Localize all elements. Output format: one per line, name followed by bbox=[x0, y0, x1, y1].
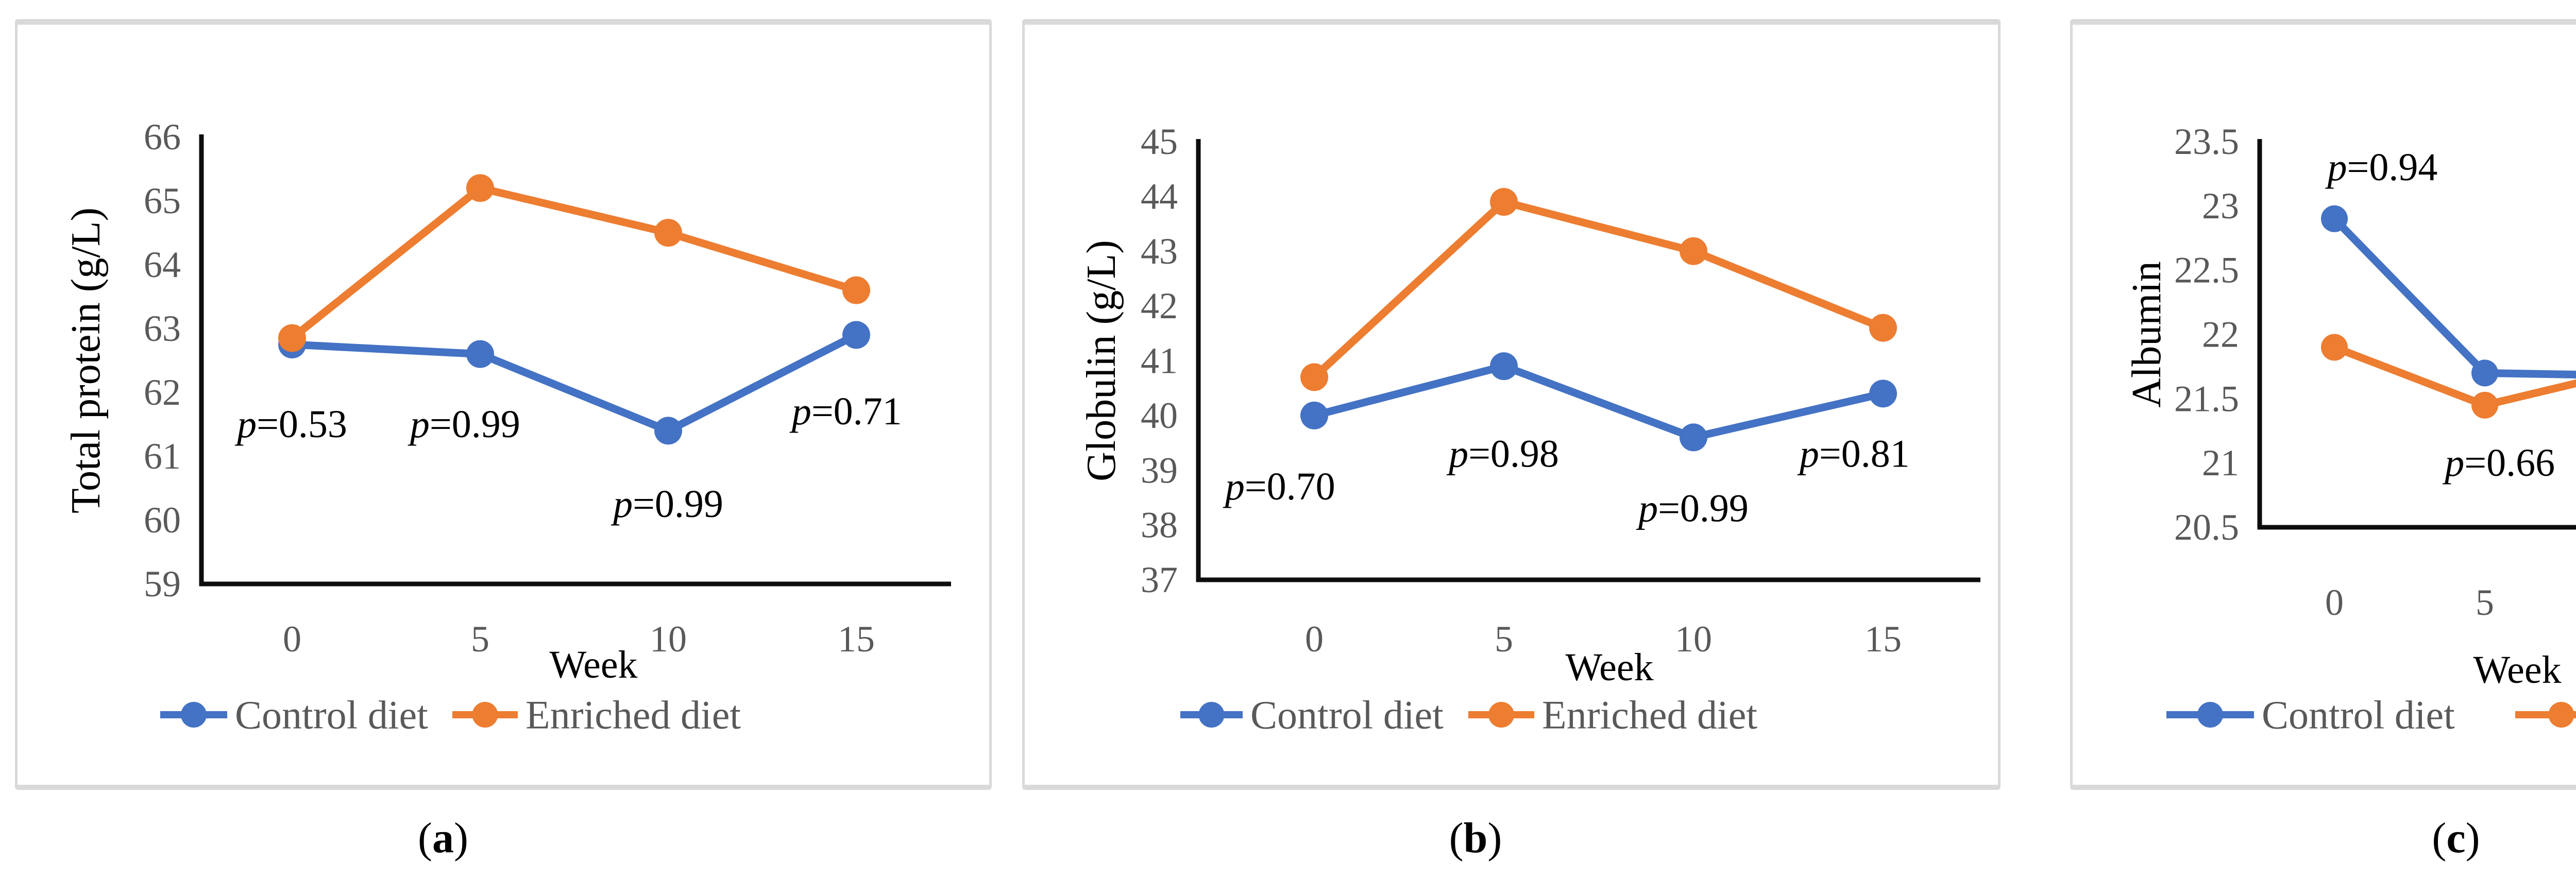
y-tick-label: 23 bbox=[2202, 185, 2239, 227]
y-tick-label: 22 bbox=[2202, 314, 2239, 355]
legend-label: Enriched diet bbox=[526, 693, 741, 737]
y-tick-label: 38 bbox=[1141, 505, 1178, 546]
x-tick-label: 15 bbox=[838, 618, 875, 660]
y-tick-label: 43 bbox=[1141, 231, 1178, 272]
legend-marker-icon bbox=[2197, 702, 2223, 728]
x-tick-label: 0 bbox=[283, 618, 301, 660]
legend-label: Control diet bbox=[2262, 693, 2455, 737]
y-tick-label: 63 bbox=[144, 308, 181, 349]
data-point-marker bbox=[1490, 188, 1518, 216]
p-value-label: p=0.71 bbox=[789, 390, 902, 433]
p-value-label: p=0.53 bbox=[234, 403, 347, 446]
x-tick-label: 5 bbox=[471, 618, 489, 660]
x-axis-title: Week bbox=[549, 643, 637, 686]
data-point-marker bbox=[1490, 352, 1518, 381]
legend-marker-icon bbox=[2548, 702, 2574, 728]
y-tick-label: 66 bbox=[144, 116, 181, 158]
panel-caption-c: (c) bbox=[2432, 814, 2480, 862]
data-point-marker bbox=[2471, 391, 2498, 419]
data-point-marker bbox=[2471, 359, 2498, 387]
p-value-label: p=0.99 bbox=[1636, 487, 1749, 530]
x-tick-label: 0 bbox=[1305, 618, 1324, 660]
p-value-label: p=0.99 bbox=[408, 403, 520, 446]
y-tick-label: 39 bbox=[1141, 450, 1178, 491]
x-tick-label: 5 bbox=[2476, 582, 2494, 623]
legend-label: Control diet bbox=[235, 693, 428, 737]
y-tick-label: 20.5 bbox=[2174, 507, 2239, 548]
x-tick-label: 10 bbox=[650, 618, 687, 660]
x-tick-label: 0 bbox=[2325, 582, 2344, 623]
legend-marker-icon bbox=[181, 702, 207, 728]
y-tick-label: 61 bbox=[144, 436, 181, 477]
data-point-marker bbox=[278, 324, 306, 352]
y-tick-label: 41 bbox=[1141, 340, 1178, 382]
series-line bbox=[288, 184, 860, 342]
y-tick-label: 62 bbox=[144, 372, 181, 413]
y-tick-label: 21 bbox=[2202, 442, 2239, 484]
x-tick-label: 15 bbox=[1865, 618, 1902, 660]
albumin-chart: 20.52121.52222.52323.5Albumin051015Weekp… bbox=[2124, 121, 2576, 737]
data-point-marker bbox=[1869, 380, 1897, 408]
p-value-label: p=0.98 bbox=[1446, 432, 1559, 475]
data-point-marker bbox=[2321, 205, 2348, 232]
legend-marker-icon bbox=[1198, 702, 1225, 728]
y-tick-label: 59 bbox=[144, 563, 181, 605]
y-tick-label: 40 bbox=[1141, 395, 1178, 436]
p-value-label: p=0.99 bbox=[611, 482, 723, 526]
series-line bbox=[1310, 362, 1887, 441]
data-point-marker bbox=[654, 417, 682, 445]
series-line bbox=[2330, 343, 2576, 409]
y-tick-label: 21.5 bbox=[2174, 378, 2239, 419]
series-line bbox=[2330, 215, 2576, 378]
x-tick-label: 5 bbox=[1495, 618, 1513, 660]
x-axis-title: Week bbox=[1565, 646, 1653, 689]
data-point-marker bbox=[654, 219, 682, 247]
legend-label: Control diet bbox=[1250, 693, 1444, 737]
data-point-marker bbox=[466, 340, 494, 368]
panel-b-card: 37 38 39 40 41 42 43 44 45 Globulin (g/L) 0 5 10 15 We… bbox=[1022, 19, 2001, 790]
panel-c-card: 20.52121.52222.52323.5Albumin051015Weekp… bbox=[2070, 19, 2576, 790]
data-point-marker bbox=[466, 174, 494, 202]
y-tick-label: 65 bbox=[144, 180, 181, 221]
x-tick-label: 10 bbox=[1675, 618, 1712, 660]
legend-marker-icon bbox=[472, 702, 498, 728]
p-value-label: p=0.94 bbox=[2325, 146, 2438, 189]
y-tick-label: 44 bbox=[1141, 176, 1178, 217]
y-tick-label: 42 bbox=[1141, 285, 1178, 326]
data-point-marker bbox=[1869, 314, 1897, 342]
x-axis-title: Week bbox=[2473, 648, 2561, 692]
data-point-marker bbox=[2321, 334, 2348, 361]
panel-a-card: 59 60 61 62 63 64 65 66 Total protein (g/L) 0 5 10 1… bbox=[15, 19, 992, 790]
data-point-marker bbox=[1300, 363, 1328, 391]
data-point-marker bbox=[1300, 401, 1328, 429]
series-line bbox=[1310, 198, 1887, 381]
y-tick-label: 22.5 bbox=[2174, 250, 2239, 291]
y-tick-label: 64 bbox=[144, 244, 181, 285]
series-line bbox=[288, 331, 860, 435]
data-point-marker bbox=[842, 321, 870, 349]
panel-caption-a: (a) bbox=[418, 814, 468, 862]
p-value-label: p=0.70 bbox=[1223, 465, 1335, 508]
y-tick-label: 37 bbox=[1141, 559, 1178, 600]
p-value-label: p=0.81 bbox=[1797, 432, 1910, 475]
total-protein-chart: 59 60 61 62 63 64 65 66 Total protein (g/L) 0 5 10 1… bbox=[63, 116, 951, 737]
y-tick-label: 23.5 bbox=[2174, 121, 2239, 162]
legend-label: Enriched diet bbox=[1542, 693, 1757, 737]
y-axis-title: Albumin bbox=[2124, 261, 2170, 407]
data-point-marker bbox=[1680, 423, 1707, 452]
y-axis-title: Total protein (g/L) bbox=[63, 208, 109, 513]
y-tick-label: 45 bbox=[1141, 121, 1178, 162]
legend-marker-icon bbox=[1488, 702, 1514, 728]
p-value-label: p=0.66 bbox=[2442, 441, 2555, 485]
globulin-chart: 37 38 39 40 41 42 43 44 45 Globulin (g/L) 0 5 10 15 We… bbox=[1079, 121, 1980, 737]
y-tick-label: 60 bbox=[144, 499, 181, 541]
data-point-marker bbox=[842, 276, 870, 304]
panel-caption-b: (b) bbox=[1449, 814, 1502, 862]
y-axis-title: Globulin (g/L) bbox=[1079, 240, 1124, 481]
data-point-marker bbox=[1680, 237, 1707, 265]
